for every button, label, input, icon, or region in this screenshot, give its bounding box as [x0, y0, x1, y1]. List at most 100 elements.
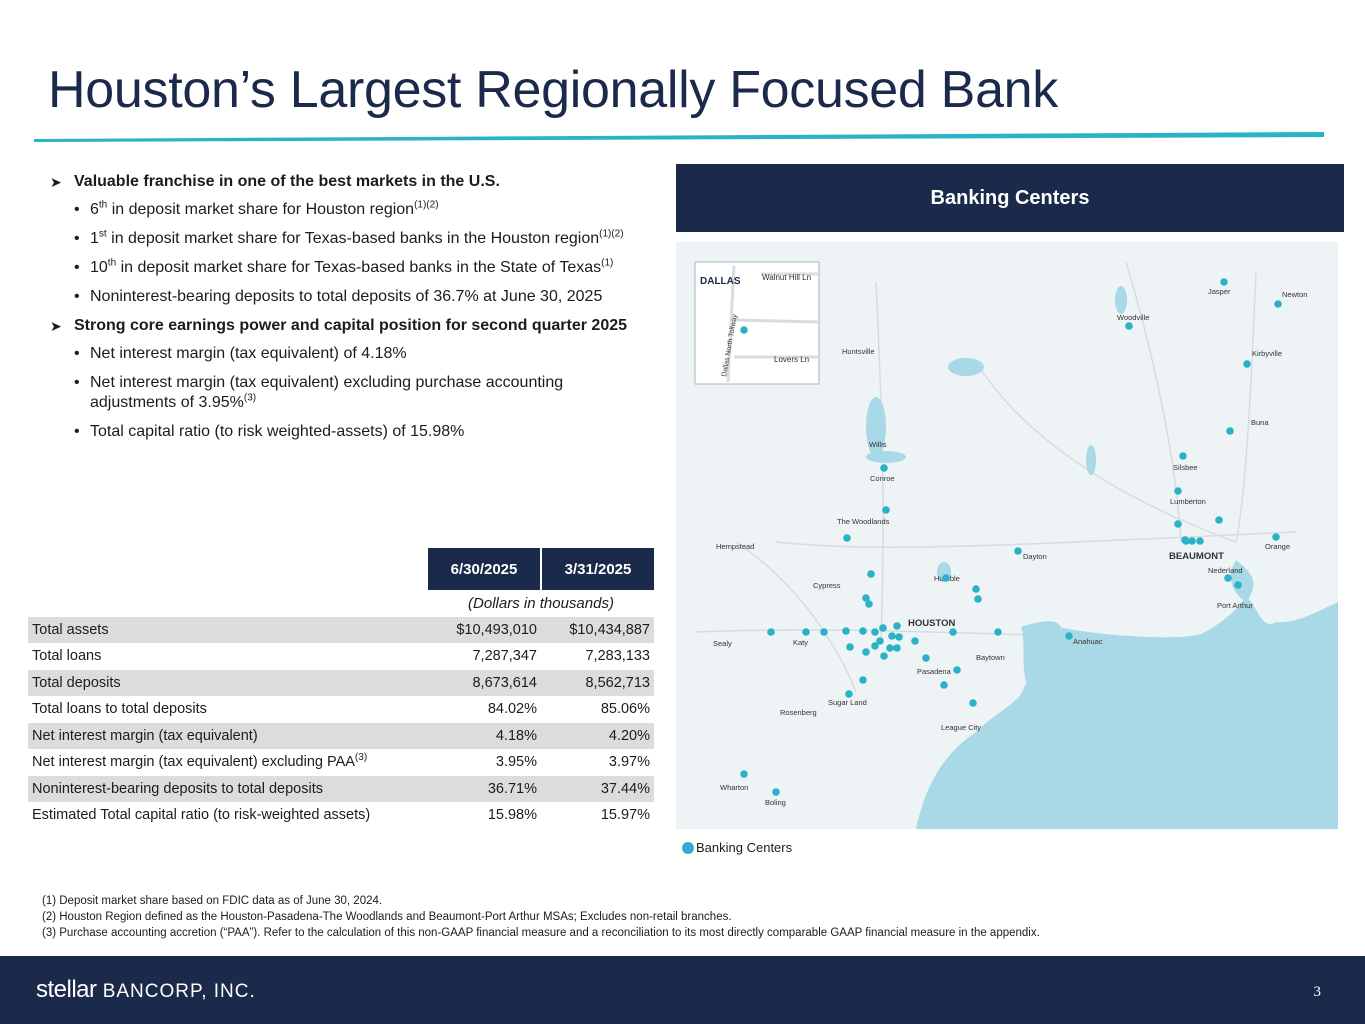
- value-mar: 15.97%: [600, 807, 650, 824]
- value-mar: 3.97%: [608, 754, 650, 771]
- banking-center-pin[interactable]: [859, 676, 867, 684]
- banking-center-pin[interactable]: [767, 628, 775, 636]
- arrow-bullet-icon: ➤: [50, 318, 62, 334]
- bullet-earnings: ➤ Strong core earnings power and capital …: [50, 317, 628, 334]
- value-jun: 36.71%: [428, 775, 541, 802]
- banking-center-pin[interactable]: [940, 681, 948, 689]
- banking-center-pin[interactable]: [888, 632, 896, 640]
- city-label: Pasadena: [917, 667, 952, 676]
- banking-center-pin[interactable]: [843, 534, 851, 542]
- city-label: Boling: [765, 798, 786, 807]
- city-label: Newton: [1282, 290, 1307, 299]
- city-label: Port Arthur: [1217, 601, 1253, 610]
- row-label: Total assets: [28, 616, 428, 643]
- value-mar: 8,562,713: [541, 669, 654, 696]
- banking-center-pin[interactable]: [846, 643, 854, 651]
- banking-center-pin[interactable]: [1125, 322, 1133, 330]
- banking-center-pin[interactable]: [969, 699, 977, 707]
- banking-center-pin[interactable]: [865, 600, 873, 608]
- table-row: Total assets $10,493,010 $10,434,887: [28, 616, 654, 643]
- footnotes: (1) Deposit market share based on FDIC d…: [42, 893, 1040, 941]
- banking-center-pin[interactable]: [1179, 452, 1187, 460]
- row-label: Noninterest-bearing deposits to total de…: [28, 775, 428, 802]
- row-label: Net interest margin (tax equivalent) exc…: [32, 752, 368, 771]
- banking-center-pin[interactable]: [893, 622, 901, 630]
- legend-dot-icon: [682, 841, 694, 854]
- banking-center-pin[interactable]: [1215, 516, 1223, 524]
- dallas-inset: DALLAS Walnut Hill Ln Lovers Ln Dallas N…: [694, 261, 820, 385]
- banking-center-pin[interactable]: [1196, 537, 1204, 545]
- city-label: Jasper: [1208, 287, 1231, 296]
- footnote-3: (3) Purchase accounting accretion (“PAA”…: [42, 927, 1040, 939]
- banking-center-pin[interactable]: [1220, 278, 1228, 286]
- banking-center-pin[interactable]: [1174, 487, 1182, 495]
- city-label: Dayton: [1023, 552, 1047, 561]
- banking-center-pin[interactable]: [859, 627, 867, 635]
- row-label: Total loans: [32, 648, 102, 665]
- city-label: Nederland: [1208, 566, 1243, 575]
- banking-center-pin[interactable]: [972, 585, 980, 593]
- title-underline: [34, 132, 1324, 142]
- banking-center-pin[interactable]: [1274, 300, 1282, 308]
- city-label: Huntsville: [842, 347, 875, 356]
- banking-center-pin[interactable]: [871, 628, 879, 636]
- banking-center-pin[interactable]: [880, 464, 888, 472]
- banking-center-pin[interactable]: [1226, 427, 1234, 435]
- banking-center-pin[interactable]: [1272, 533, 1280, 541]
- row-label: Total loans to total deposits: [32, 701, 207, 718]
- table-row: Estimated Total capital ratio (to risk-w…: [28, 802, 654, 829]
- banking-center-pin[interactable]: [862, 594, 870, 602]
- banking-center-pin[interactable]: [1182, 537, 1190, 545]
- city-label: Hempstead: [716, 542, 754, 551]
- banking-center-pin[interactable]: [882, 506, 890, 514]
- city-label: The Woodlands: [837, 517, 890, 526]
- value-jun: 84.02%: [487, 701, 537, 718]
- table-row: Total loans to total deposits 84.02% 85.06…: [28, 696, 654, 723]
- banking-center-pin[interactable]: [740, 326, 748, 334]
- row-label: Total deposits: [28, 669, 428, 696]
- value-jun: 15.98%: [487, 807, 537, 824]
- banking-center-pin[interactable]: [842, 627, 850, 635]
- banking-center-pin[interactable]: [880, 652, 888, 660]
- company-logo: stellar BANCORP, INC.: [36, 976, 256, 1003]
- banking-center-pin[interactable]: [942, 574, 950, 582]
- map-header: Banking Centers: [676, 164, 1344, 232]
- banking-center-pin[interactable]: [820, 628, 828, 636]
- banking-center-pin[interactable]: [772, 788, 780, 796]
- banking-center-pin[interactable]: [974, 595, 982, 603]
- banking-center-pin[interactable]: [1234, 581, 1242, 589]
- banking-center-pin[interactable]: [953, 666, 961, 674]
- value-jun: 7,287,347: [472, 648, 537, 665]
- banking-center-pin[interactable]: [740, 770, 748, 778]
- banking-center-pin[interactable]: [911, 637, 919, 645]
- city-label: Sugar Land: [828, 698, 867, 707]
- banking-center-pin[interactable]: [1174, 520, 1182, 528]
- banking-center-pin[interactable]: [845, 690, 853, 698]
- banking-center-pin[interactable]: [802, 628, 810, 636]
- banking-center-pin[interactable]: [949, 628, 957, 636]
- banking-center-pin[interactable]: [1014, 547, 1022, 555]
- banking-center-pins: [740, 278, 1282, 796]
- banking-center-pin[interactable]: [867, 570, 875, 578]
- city-label: HOUSTON: [908, 618, 955, 629]
- banking-center-pin[interactable]: [1188, 537, 1196, 545]
- banking-center-pin[interactable]: [893, 644, 901, 652]
- banking-center-pin[interactable]: [886, 644, 894, 652]
- sub-bullet-capital: • Total capital ratio (to risk weighted-a…: [74, 423, 465, 440]
- key-points: ➤ Valuable franchise in one of the best m…: [48, 172, 648, 451]
- value-jun: $10,493,010: [428, 616, 541, 643]
- banking-center-pin[interactable]: [922, 654, 930, 662]
- banking-center-pin[interactable]: [1065, 632, 1073, 640]
- banking-center-pin[interactable]: [994, 628, 1002, 636]
- arrow-bullet-icon: ➤: [50, 174, 62, 190]
- banking-center-pin[interactable]: [1224, 574, 1232, 582]
- banking-center-pin[interactable]: [879, 624, 887, 632]
- banking-center-pin[interactable]: [1243, 360, 1251, 368]
- legend-label: Banking Centers: [696, 840, 793, 855]
- city-label: Rosenberg: [780, 708, 817, 717]
- banking-center-pin[interactable]: [871, 642, 879, 650]
- banking-center-pin[interactable]: [895, 633, 903, 641]
- banking-center-pin[interactable]: [876, 637, 884, 645]
- row-footnote-ref: (3): [354, 752, 368, 764]
- banking-center-pin[interactable]: [862, 648, 870, 656]
